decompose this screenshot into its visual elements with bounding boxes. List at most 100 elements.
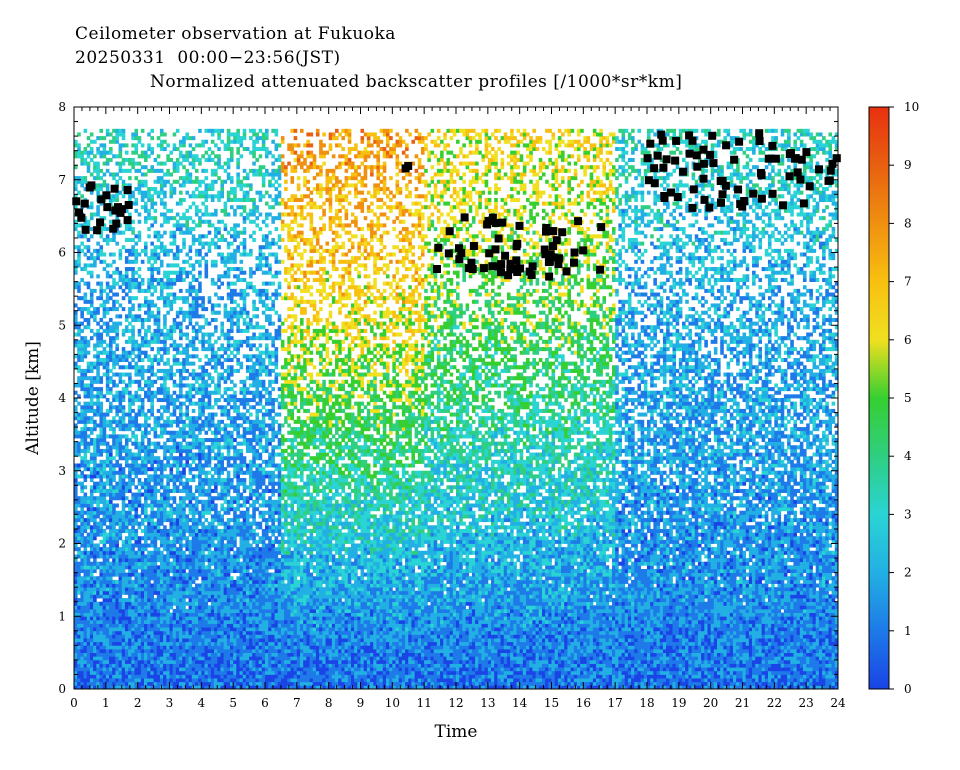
- backscatter-cell: [109, 328, 113, 333]
- backscatter-cell: [86, 539, 91, 544]
- backscatter-cell: [144, 434, 148, 439]
- backscatter-cell: [77, 474, 81, 479]
- backscatter-cell: [204, 652, 209, 657]
- backscatter-cell: [121, 652, 126, 657]
- backscatter-cell: [220, 365, 225, 370]
- backscatter-cell: [128, 681, 132, 686]
- backscatter-cell: [102, 314, 107, 319]
- backscatter-cell: [182, 521, 186, 526]
- backscatter-cell: [102, 579, 107, 584]
- backscatter-cell: [96, 336, 100, 341]
- backscatter-cell: [191, 590, 196, 595]
- backscatter-cell: [214, 339, 218, 344]
- backscatter-cell: [96, 423, 100, 428]
- backscatter-cell: [134, 532, 139, 537]
- backscatter-cell: [194, 685, 199, 690]
- backscatter-cell: [77, 648, 81, 654]
- backscatter-cell: [159, 532, 164, 537]
- backscatter-cell: [210, 514, 215, 519]
- backscatter-cell: [210, 303, 215, 308]
- backscatter-cell: [210, 518, 215, 523]
- backscatter-cell: [163, 274, 167, 279]
- backscatter-cell: [179, 310, 183, 315]
- backscatter-cell: [169, 438, 174, 443]
- backscatter-cell: [109, 616, 113, 621]
- backscatter-cell: [96, 463, 100, 468]
- backscatter-cell: [115, 561, 119, 566]
- backscatter-cell: [86, 652, 91, 657]
- backscatter-cell: [86, 674, 91, 679]
- backscatter-cell: [112, 474, 116, 479]
- backscatter-cell: [175, 605, 180, 610]
- backscatter-cell: [102, 172, 107, 177]
- backscatter-cell: [77, 350, 81, 355]
- backscatter-cell: [220, 656, 225, 661]
- backscatter-cell: [214, 554, 218, 559]
- backscatter-cell: [169, 648, 174, 654]
- backscatter-cell: [109, 132, 113, 137]
- backscatter-cell: [96, 634, 100, 639]
- backscatter-cell: [105, 648, 110, 654]
- backscatter-cell: [140, 616, 145, 621]
- backscatter-cell: [96, 521, 100, 526]
- backscatter-cell: [201, 339, 205, 344]
- backscatter-cell: [89, 478, 94, 483]
- backscatter-cell: [185, 376, 189, 381]
- backscatter-cell: [217, 470, 221, 475]
- backscatter-cell: [150, 685, 154, 690]
- backscatter-cell: [169, 172, 174, 177]
- backscatter-cell: [185, 325, 189, 330]
- backscatter-cell: [175, 467, 180, 472]
- backscatter-cell: [179, 576, 183, 581]
- backscatter-cell: [182, 616, 186, 621]
- backscatter-cell: [185, 481, 189, 486]
- backscatter-cell: [217, 601, 221, 606]
- backscatter-cell: [124, 681, 129, 686]
- backscatter-cell: [166, 558, 170, 563]
- backscatter-cell: [86, 656, 91, 661]
- backscatter-cell: [121, 539, 126, 544]
- backscatter-cell: [128, 565, 132, 570]
- backscatter-cell: [159, 234, 164, 239]
- backscatter-cell: [198, 659, 202, 664]
- backscatter-cell: [179, 681, 183, 686]
- backscatter-cell: [179, 641, 183, 646]
- backscatter-cell: [115, 325, 119, 330]
- backscatter-cell: [131, 641, 135, 646]
- backscatter-cell: [96, 550, 100, 555]
- backscatter-cell: [182, 270, 186, 275]
- backscatter-cell: [207, 230, 212, 235]
- backscatter-cell: [204, 594, 209, 599]
- backscatter-cell: [182, 310, 186, 315]
- backscatter-cell: [128, 601, 132, 606]
- backscatter-cell: [217, 579, 221, 584]
- backscatter-cell: [201, 387, 205, 392]
- backscatter-cell: [89, 685, 94, 690]
- backscatter-cell: [109, 212, 113, 217]
- backscatter-cell: [80, 339, 84, 344]
- backscatter-cell: [74, 678, 78, 683]
- backscatter-cell: [188, 485, 193, 490]
- backscatter-cell: [102, 590, 107, 595]
- backscatter-cell: [89, 263, 94, 268]
- backscatter-cell: [179, 332, 183, 337]
- backscatter-cell: [179, 190, 183, 195]
- backscatter-cell: [191, 674, 196, 679]
- backscatter-cell: [166, 627, 170, 632]
- backscatter-cell: [166, 678, 170, 683]
- backscatter-cell: [166, 547, 170, 552]
- backscatter-cell: [137, 405, 142, 410]
- backscatter-cell: [175, 347, 180, 352]
- backscatter-cell: [99, 459, 104, 464]
- backscatter-cell: [144, 488, 148, 493]
- backscatter-cell: [169, 503, 174, 508]
- backscatter-cell: [217, 634, 221, 639]
- backscatter-cell: [198, 565, 202, 570]
- chart-title-quantity: Normalized attenuated backscatter profil…: [150, 72, 682, 92]
- backscatter-cell: [207, 299, 212, 304]
- backscatter-cell: [96, 561, 100, 566]
- backscatter-cell: [124, 638, 129, 643]
- backscatter-cell: [179, 663, 183, 668]
- backscatter-cell: [96, 565, 100, 570]
- backscatter-cell: [201, 663, 205, 668]
